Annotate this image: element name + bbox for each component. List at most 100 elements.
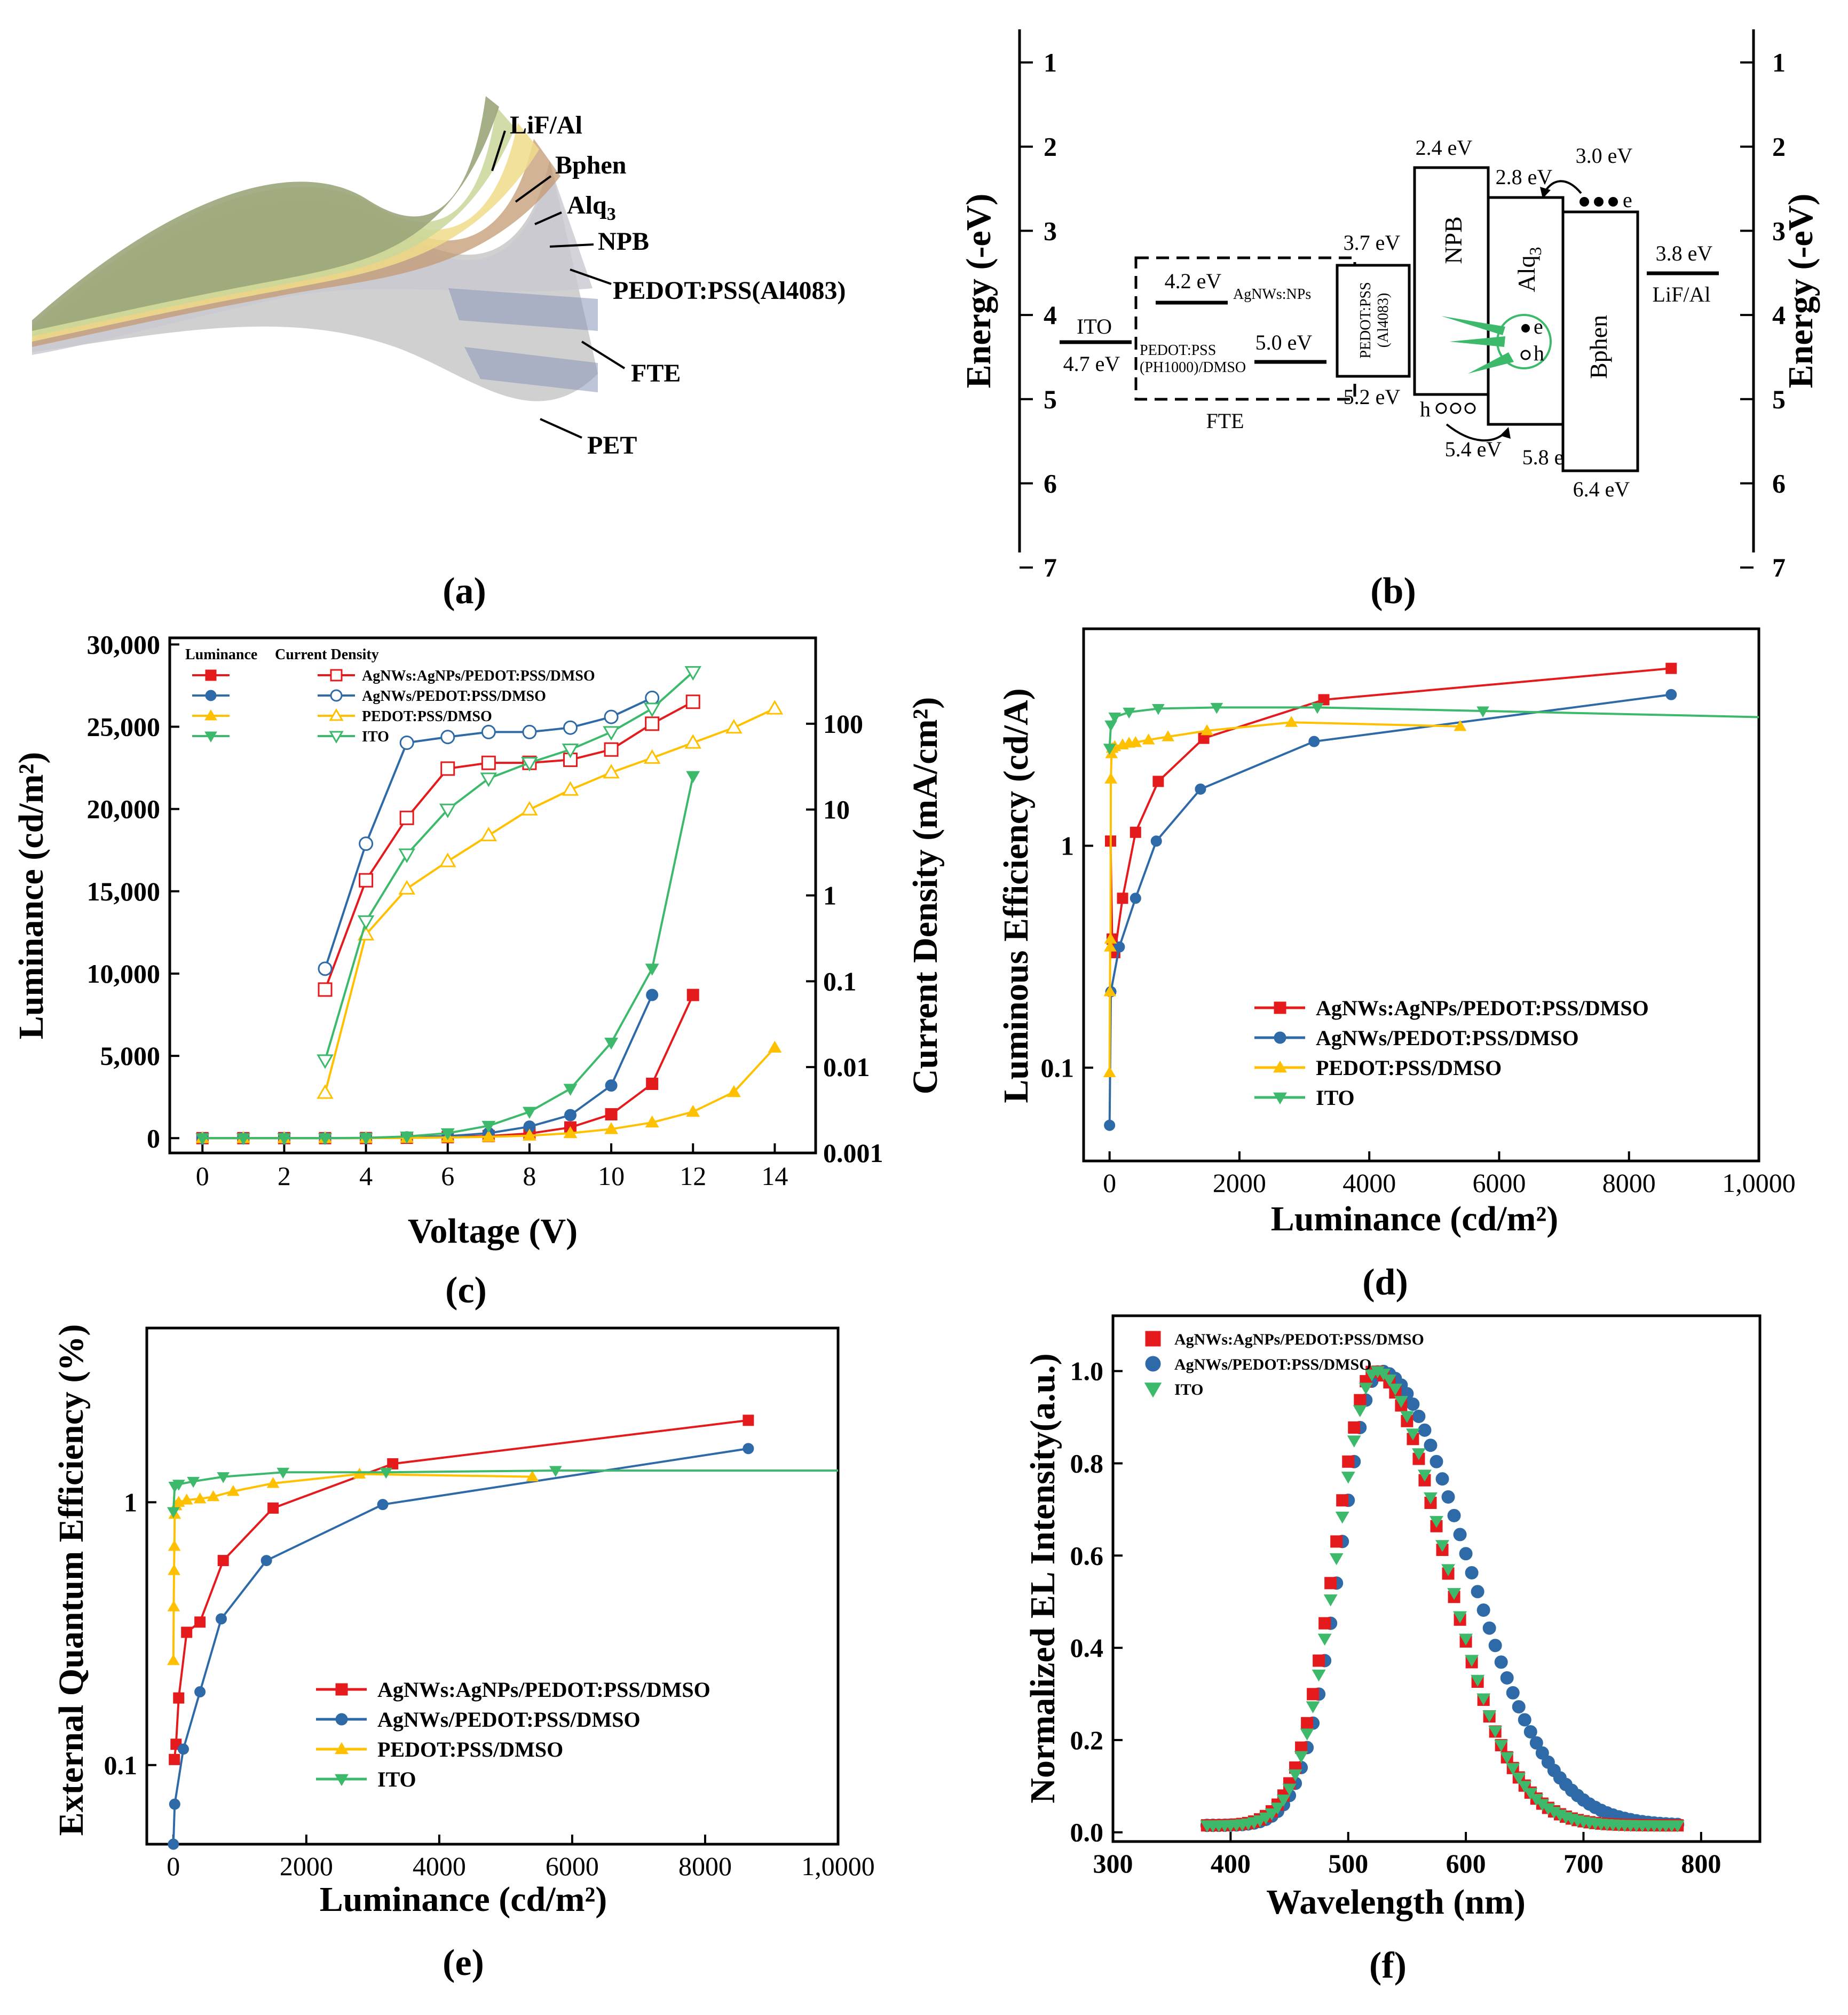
panel-c-y2-tick-label: 0.001 [823,1138,883,1168]
panel-c-y-tick-label: 20,000 [87,794,161,824]
energy-right-tick-label: 4 [1772,300,1786,330]
panel-c-luminance-current-chart: 0 2 4 6 8 10 12 14 0 5,000 10,000 15,000 20,000 25,00… [12,629,945,1311]
panel-f-spectrum-point [1430,1455,1443,1468]
panel-d-legend-label: AgNWs/PEDOT:PSS/DMSO [1316,1026,1579,1050]
panel-f-spectrum-point [1412,1410,1426,1424]
panel-c-luminance-point [481,1129,496,1142]
hole-injection-arrowhead [1500,427,1511,439]
panel-c-current-point [318,982,333,997]
panel-c-current-line [324,707,776,1094]
panel-f-spectrum-point [1276,1794,1291,1807]
panel-f-spectrum-point [1313,1654,1325,1667]
lif-al-value: 3.8 eV [1656,241,1713,265]
panel-d-series-point [1308,736,1320,747]
panel-e-x-tick-label: 1,0000 [801,1851,875,1881]
panel-c-current-point [481,724,496,739]
energy-right-tick-label: 3 [1772,216,1786,246]
energy-right-tick-label: 6 [1772,469,1786,499]
panel-e-series-point [172,1480,185,1491]
pedot-al4083-top-value: 3.7 eV [1344,231,1401,255]
panel-c-current-point [481,755,496,770]
panel-c-luminance-line [202,994,653,1140]
energy-left-tick-label: 1 [1044,48,1057,77]
panel-c-legend-label: AgNWs/PEDOT:PSS/DMSO [362,688,546,705]
panel-f-spectrum-point [1411,1448,1426,1460]
panel-c-y-tick-label: 0 [147,1123,160,1153]
panel-e-series-point [387,1458,399,1469]
panel-c-luminance-point [318,1133,332,1145]
energy-right-axis-title: Energy (-eV) [1781,194,1820,389]
panel-f-spectrum-point [1512,1773,1526,1785]
panel-label-c: (c) [445,1270,487,1311]
panel-f-spectrum-point [1441,1564,1456,1576]
panel-c-luminance-point [686,771,700,784]
panel-f-spectrum-point [1518,1713,1531,1727]
panel-e-series-point [743,1443,754,1455]
panel-label-e: (e) [443,1942,484,1984]
panel-f-spectrum-point [1400,1411,1414,1423]
panel-e-legend-marker [335,1742,349,1755]
panel-e-legend-label: PEDOT:PSS/DMSO [377,1737,563,1761]
panel-d-series-point [1476,706,1489,717]
panel-d-legend-label: ITO [1316,1086,1355,1110]
panel-c-x-tick-label: 10 [598,1161,625,1191]
panel-f-spectrum-point [1465,1566,1479,1579]
panel-c-current-point [440,730,455,745]
panel-e-y-axis-title: External Quantum Efficiency (%) [52,1324,91,1836]
panel-d-ticks: 0 2000 4000 6000 8000 1,0000 0.1 1 [1041,831,1796,1198]
panel-c-current-point [359,873,374,888]
panel-c-legend-label: ITO [362,729,389,745]
energy-right-tick-label: 5 [1772,384,1786,414]
panel-c-y2-axis-title: Current Density (mA/cm²) [906,697,945,1094]
panel-c-legend-header-current: Current Density [275,646,379,663]
pedot-ph1000-label-2: (PH1000)/DMSO [1140,359,1246,376]
npb-top-value: 2.4 eV [1416,136,1473,160]
panel-e-series-point [180,1494,193,1505]
panel-f-spectrum-point [1471,1674,1485,1687]
panel-e-y-tick-label: 0.1 [104,1750,138,1780]
panel-d-legend-marker [1273,1060,1287,1073]
panel-e-series-point [377,1499,389,1511]
panel-f-legend-label: AgNWs:AgNPs/PEDOT:PSS/DMSO [1174,1331,1424,1348]
anode-h-label: h [1420,397,1431,421]
electron-injection-arrow [1544,180,1582,194]
panel-e-series-point [194,1616,206,1628]
panel-c-y-tick-label: 25,000 [87,712,161,741]
panel-e-series-point [380,1467,393,1479]
agnws-label: AgNWs:NPs [1233,286,1311,303]
panel-e-legend-label: ITO [377,1767,416,1791]
panel-c-legend-cd-marker [329,731,344,744]
panel-f-spectrum-point [1300,1728,1314,1741]
alq3-box [1487,196,1565,426]
panel-c-y-tick-label: 10,000 [87,959,161,989]
panel-c-luminance-point [605,1108,618,1121]
panel-e-series-point [743,1415,754,1426]
panel-e-legend-label: AgNWs:AgNPs/PEDOT:PSS/DMSO [377,1678,710,1702]
panel-e-series-point [173,1692,185,1704]
panel-e-series-point [177,1743,189,1755]
panel-c-current-point [522,724,537,739]
panel-d-series-point [1104,941,1117,952]
panel-f-spectrum-point [1342,1455,1355,1468]
layer-label-pet: PET [587,431,637,460]
panel-c-current-point [480,826,497,842]
panel-d-frame [1082,627,1760,1163]
panel-f-legend-label: AgNWs/PEDOT:PSS/DMSO [1174,1356,1371,1373]
panel-e-legend: AgNWs:AgNPs/PEDOT:PSS/DMSO AgNWs/PEDOT:PS… [316,1678,710,1791]
panel-e-series-point [549,1466,562,1477]
panel-f-spectrum-point [1459,1633,1473,1646]
panel-f-spectrum-point [1435,1472,1449,1486]
panel-c-legend-lum-marker [205,690,217,701]
panel-f-y-tick-label: 0.8 [1070,1448,1104,1478]
panel-c-current-point [399,810,414,825]
panel-f-marks [1200,1364,1685,1832]
panel-c-luminance-point [522,1128,536,1141]
panel-e-series-point [207,1490,220,1502]
panel-e-y-tick-label: 1 [124,1487,137,1517]
panel-d-series-point [1152,776,1164,787]
energy-right-tick-label: 7 [1772,552,1786,582]
panel-d-legend-marker [1274,1031,1286,1044]
panel-d-x-tick-label: 4000 [1342,1168,1396,1198]
panel-d-y-tick-label: 1 [1061,831,1074,861]
